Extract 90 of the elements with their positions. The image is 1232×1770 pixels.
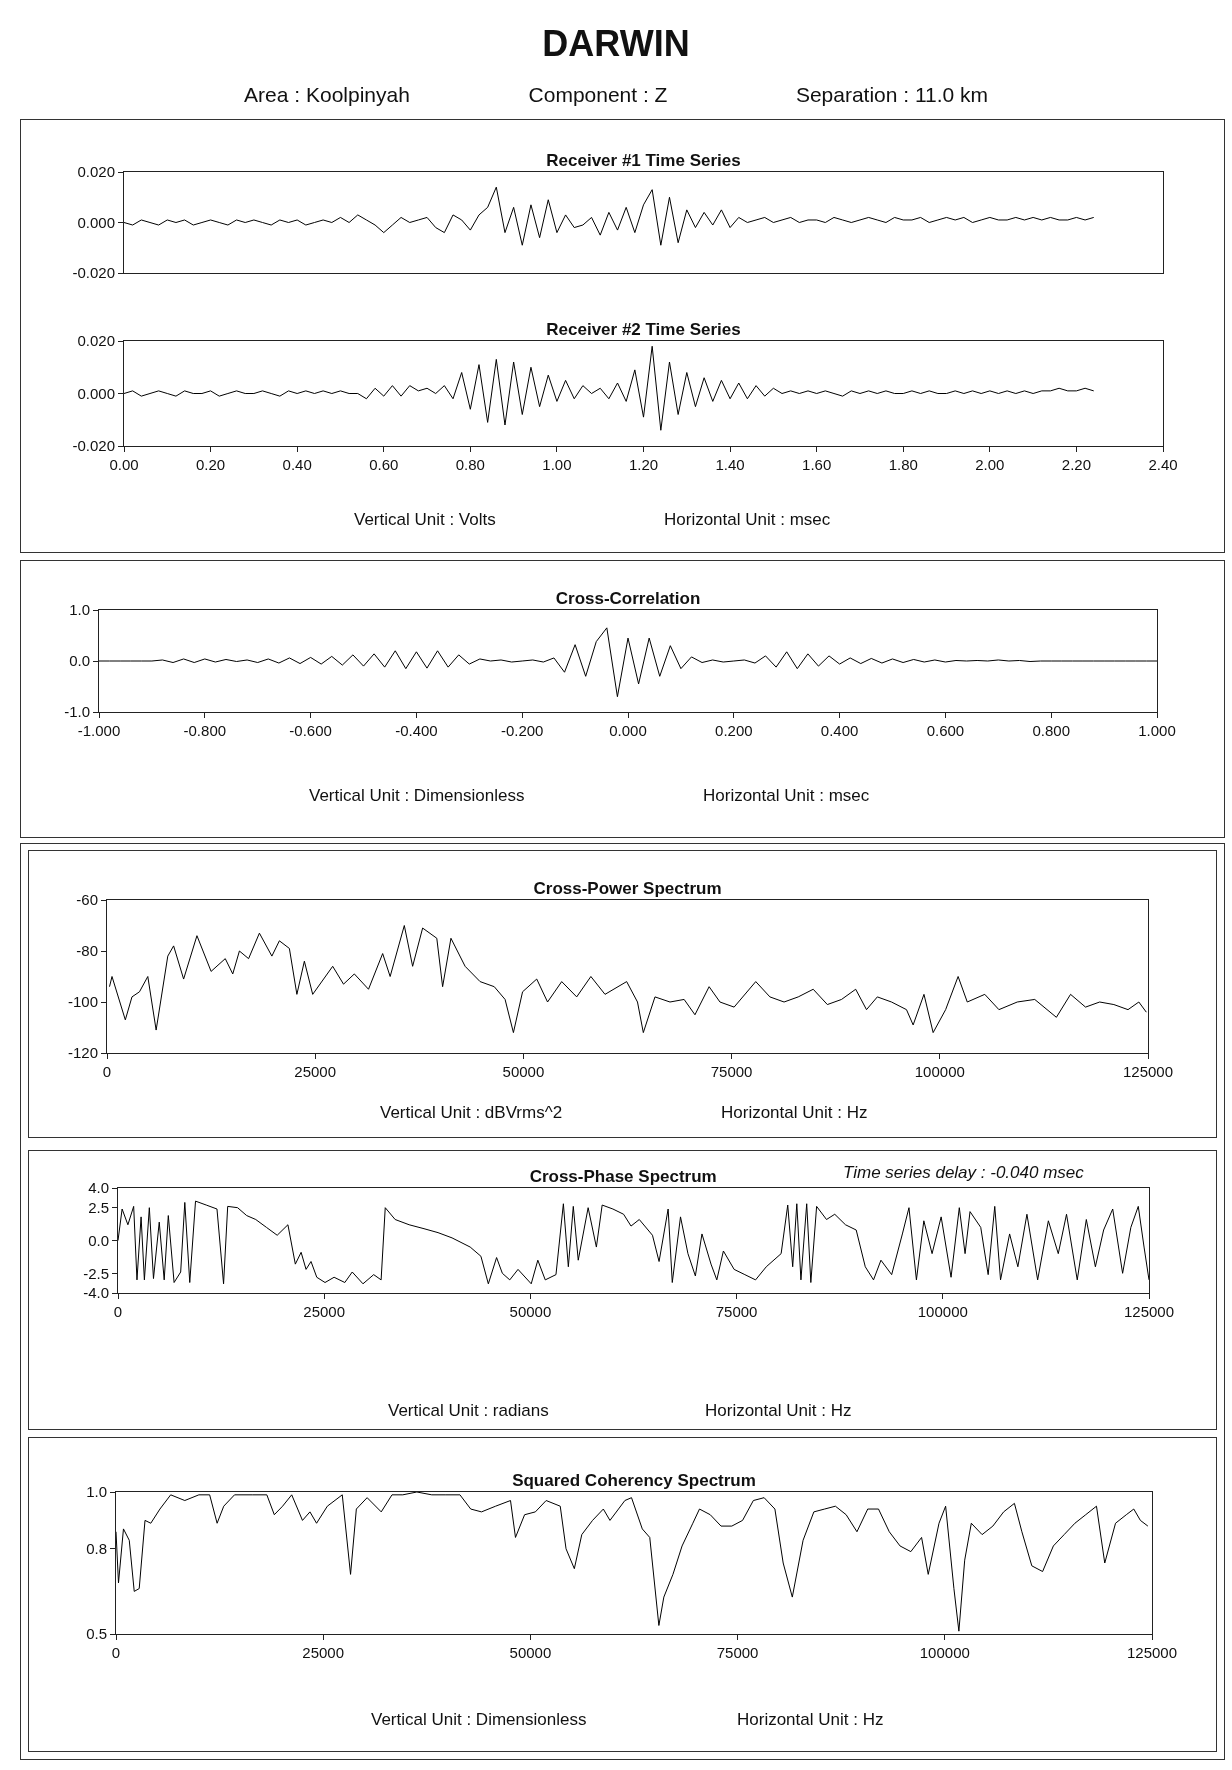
chart-title: Receiver #2 Time Series	[546, 320, 741, 339]
y-tick-label: 0.020	[77, 332, 115, 350]
text: Vertical Unit : Volts	[354, 510, 496, 529]
y-tick-label: 0.0	[88, 1231, 109, 1249]
x-tick-label: 0	[102, 1063, 112, 1080]
y-tick-label: -60	[76, 891, 98, 909]
x-tick-label: 0	[113, 1303, 123, 1320]
chart-title: Cross-Phase Spectrum	[529, 1167, 717, 1186]
x-tick-label: 0.00	[109, 456, 139, 473]
x-tick-label: 50000	[502, 1063, 545, 1080]
x-tick-label: 1.40	[715, 456, 745, 473]
text: Vertical Unit : radians	[388, 1401, 549, 1420]
line-series	[118, 1200, 1149, 1285]
text: Area : Koolpinyah	[243, 83, 411, 107]
line-series	[124, 345, 1095, 431]
line-series	[124, 186, 1095, 246]
y-tick-label: 0.020	[77, 163, 115, 181]
x-tick-label: 0.60	[369, 456, 399, 473]
x-tick-label: -0.200	[500, 722, 544, 739]
y-tick-label: 4.0	[88, 1179, 109, 1197]
x-tick-label: -0.800	[183, 722, 227, 739]
text: Vertical Unit : Dimensionless	[309, 786, 525, 805]
x-tick-label: -0.600	[289, 722, 332, 739]
x-tick-label: 1.60	[802, 456, 832, 473]
y-tick-label: -4.0	[83, 1284, 109, 1302]
x-tick-label: 0.600	[926, 722, 965, 739]
text: DARWIN	[541, 23, 691, 65]
line-series	[109, 925, 1147, 1034]
y-tick-label: 0.0	[69, 652, 90, 670]
x-tick-label: 75000	[710, 1063, 753, 1080]
x-tick-label: 25000	[303, 1303, 346, 1320]
y-tick-label: -80	[76, 942, 98, 960]
y-tick-label: -1.0	[64, 703, 90, 721]
y-tick-label: -0.020	[72, 264, 115, 282]
y-tick-label: 0.5	[86, 1625, 107, 1643]
x-tick-label: 1.20	[628, 456, 659, 473]
x-tick-label: 0	[111, 1644, 121, 1661]
x-tick-label: 2.00	[975, 456, 1005, 473]
line-series	[116, 1492, 1149, 1632]
text: Time series delay : -0.040 msec	[843, 1163, 1085, 1182]
y-tick-label: -100	[67, 993, 98, 1011]
x-tick-label: 0.800	[1032, 722, 1070, 739]
x-tick-label: 100000	[919, 1644, 970, 1661]
x-tick-label: 100000	[917, 1303, 968, 1320]
x-tick-label: 1.80	[888, 456, 918, 473]
y-tick-label: 1.0	[69, 601, 90, 619]
text: Horizontal Unit : Hz	[721, 1103, 868, 1122]
x-tick-label: 0.20	[195, 456, 226, 473]
y-tick-label: 2.5	[88, 1198, 109, 1216]
x-tick-label: 75000	[715, 1303, 758, 1320]
x-tick-label: 100000	[914, 1063, 965, 1080]
x-tick-label: 0.80	[455, 456, 485, 473]
x-tick-label: 125000	[1126, 1644, 1178, 1661]
y-tick-label: 0.000	[77, 213, 115, 231]
text: Vertical Unit : dBVrms^2	[380, 1103, 563, 1122]
x-tick-label: 2.20	[1061, 456, 1092, 473]
x-tick-label: 0.200	[715, 722, 753, 739]
text: Horizontal Unit : msec	[664, 510, 831, 529]
y-tick-label: -2.5	[83, 1264, 109, 1282]
line-series	[99, 627, 1157, 698]
text: Separation : 11.0 km	[794, 83, 990, 107]
x-tick-label: -1.000	[77, 722, 121, 739]
y-tick-label: 1.0	[86, 1483, 107, 1501]
x-tick-label: 0.400	[820, 722, 859, 739]
chart-title: Receiver #1 Time Series	[546, 151, 741, 170]
x-tick-label: 0.40	[282, 456, 312, 473]
text: Horizontal Unit : Hz	[737, 1710, 884, 1729]
text: Horizontal Unit : Hz	[705, 1401, 852, 1420]
text: Horizontal Unit : msec	[703, 786, 870, 805]
x-tick-label: 25000	[302, 1644, 345, 1661]
x-tick-label: 50000	[509, 1644, 552, 1661]
y-tick-label: 0.8	[86, 1540, 107, 1558]
x-tick-label: -0.400	[395, 722, 438, 739]
text: Component : Z	[528, 83, 668, 106]
x-tick-label: 125000	[1122, 1063, 1174, 1080]
y-tick-label: 0.000	[77, 384, 115, 402]
y-tick-label: -0.020	[72, 437, 115, 455]
x-tick-label: 2.40	[1148, 456, 1178, 473]
x-tick-label: 125000	[1123, 1303, 1175, 1320]
chart-title: Cross-Correlation	[555, 589, 701, 608]
x-tick-label: 0.000	[609, 722, 647, 739]
x-tick-label: 75000	[716, 1644, 759, 1661]
x-tick-label: 1.000	[1138, 722, 1176, 739]
x-tick-label: 25000	[294, 1063, 337, 1080]
y-tick-label: -120	[67, 1044, 98, 1062]
x-tick-label: 50000	[509, 1303, 552, 1320]
x-tick-label: 1.00	[542, 456, 572, 473]
text: Vertical Unit : Dimensionless	[371, 1710, 587, 1729]
chart-title: Squared Coherency Spectrum	[512, 1471, 756, 1490]
chart-title: Cross-Power Spectrum	[533, 879, 722, 898]
